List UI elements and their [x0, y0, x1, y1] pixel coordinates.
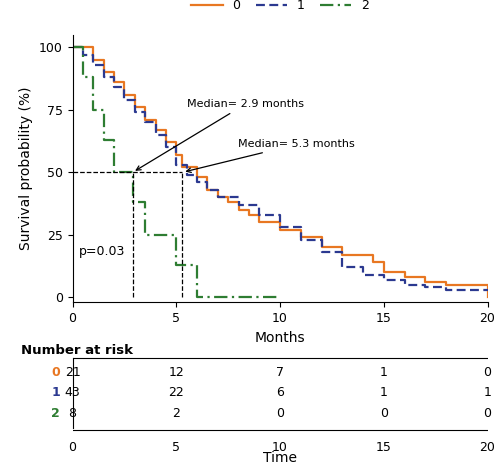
Text: 8: 8 — [68, 407, 76, 420]
Text: 0: 0 — [484, 407, 492, 420]
Text: 20: 20 — [480, 441, 496, 453]
Text: Median= 5.3 months: Median= 5.3 months — [186, 140, 355, 173]
Text: 43: 43 — [64, 386, 80, 399]
Text: 2: 2 — [52, 407, 60, 420]
Text: 0: 0 — [52, 365, 60, 379]
Text: Median= 2.9 months: Median= 2.9 months — [136, 100, 304, 170]
Text: 1: 1 — [52, 386, 60, 399]
Text: 12: 12 — [168, 365, 184, 379]
Text: 0: 0 — [484, 365, 492, 379]
Text: 7: 7 — [276, 365, 284, 379]
Text: 21: 21 — [64, 365, 80, 379]
X-axis label: Months: Months — [254, 331, 306, 345]
Text: 2: 2 — [172, 407, 180, 420]
Text: 0: 0 — [68, 441, 76, 453]
Text: 1: 1 — [484, 386, 492, 399]
Text: Time: Time — [263, 451, 297, 465]
Text: p=0.03: p=0.03 — [78, 245, 125, 258]
Y-axis label: Survival probability (%): Survival probability (%) — [20, 87, 34, 250]
Text: Number at risk: Number at risk — [20, 344, 132, 357]
Text: 0: 0 — [276, 407, 284, 420]
Legend: 0, 1, 2: 0, 1, 2 — [186, 0, 374, 17]
Text: 22: 22 — [168, 386, 184, 399]
Text: 6: 6 — [276, 386, 284, 399]
Text: 15: 15 — [376, 441, 392, 453]
Text: 1: 1 — [380, 365, 388, 379]
Text: 1: 1 — [380, 386, 388, 399]
Text: 5: 5 — [172, 441, 180, 453]
Text: 10: 10 — [272, 441, 288, 453]
Text: 0: 0 — [380, 407, 388, 420]
